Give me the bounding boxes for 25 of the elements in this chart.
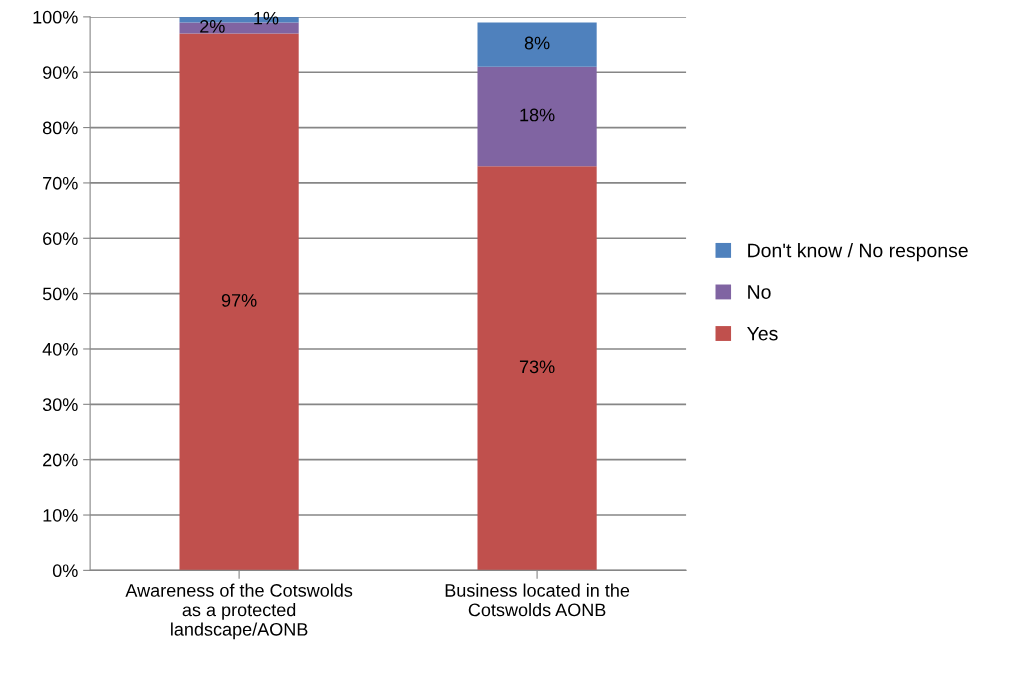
y-tick-label: 100% <box>33 10 78 24</box>
data-label: 97% <box>221 293 257 307</box>
y-tick-label: 50% <box>42 287 78 301</box>
bar <box>477 22 597 67</box>
data-label: 2% <box>200 20 225 33</box>
bar <box>477 66 597 167</box>
y-tick-label: 70% <box>43 176 78 190</box>
y-tick-label: 40% <box>42 342 78 356</box>
y-tick-label: 30% <box>42 398 78 412</box>
y-tick-label: 90% <box>43 66 78 79</box>
data-label: 18% <box>520 108 555 122</box>
y-tick-label: 20% <box>43 453 78 467</box>
bar <box>179 33 299 571</box>
y-tick-label: 60% <box>43 232 78 245</box>
legend-label: Don't know / No response <box>748 243 968 262</box>
data-label: 73% <box>519 360 555 374</box>
legend-label: No <box>748 285 771 299</box>
bar <box>477 166 597 571</box>
y-tick-label: 80% <box>42 121 78 135</box>
x-tick-label: Awareness of the Cotswolds as a protected landscape/AONB <box>125 583 353 640</box>
x-tick-label: Business located in the Cotswolds AONB <box>445 583 630 617</box>
y-tick-label: 0% <box>52 564 78 578</box>
data-label: 8% <box>524 36 550 50</box>
y-tick-label: 10% <box>43 508 78 522</box>
legend-label: Yes <box>747 326 778 341</box>
